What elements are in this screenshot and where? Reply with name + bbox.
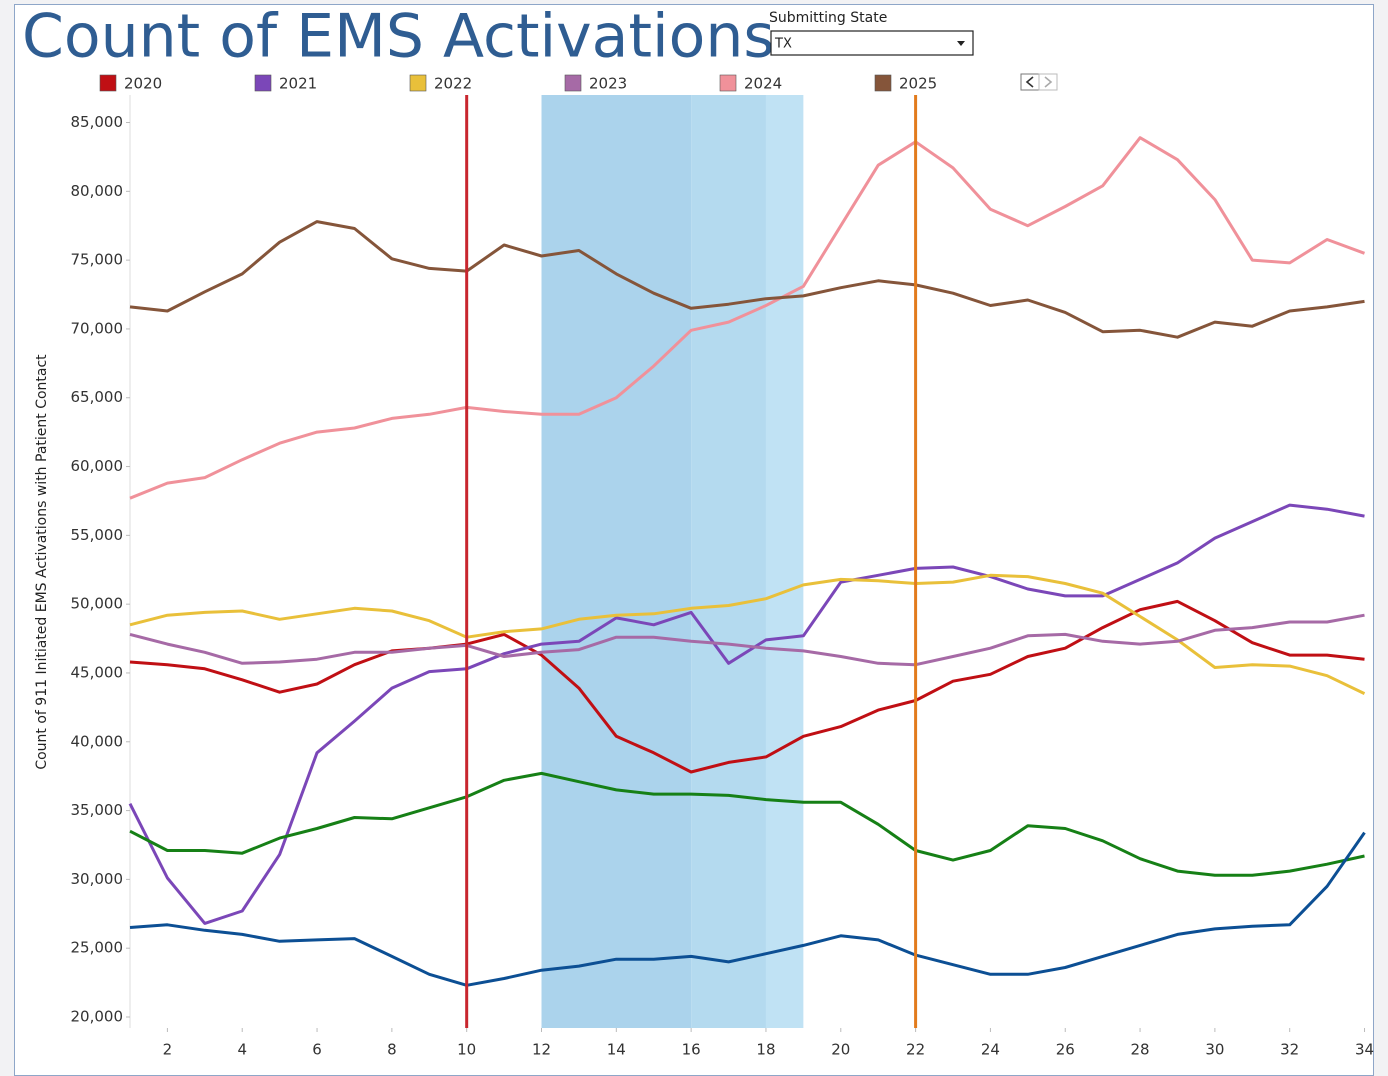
filter-label: Submitting State [769, 10, 887, 26]
legend-label: 2020 [124, 75, 162, 93]
legend-swatch [99, 74, 117, 92]
legend-swatch [719, 74, 737, 92]
x-tick-label: 34 [1355, 1041, 1374, 1059]
x-tick-label: 26 [1056, 1041, 1075, 1059]
highlight-band [541, 95, 692, 1028]
x-tick-label: 12 [532, 1041, 551, 1059]
x-tick-label: 32 [1280, 1041, 1299, 1059]
y-tick-label: 50,000 [71, 595, 124, 613]
x-tick-label: 16 [682, 1041, 701, 1059]
filter-value: TX [774, 37, 792, 52]
y-tick-label: 20,000 [71, 1007, 124, 1025]
legend-swatch [409, 74, 427, 92]
legend-swatch [874, 74, 892, 92]
legend-label: 2025 [899, 75, 937, 93]
series-line [129, 599, 1365, 774]
legend-next-icon [1044, 76, 1053, 88]
x-tick-label: 6 [312, 1041, 322, 1059]
legend-swatch [254, 74, 272, 92]
x-tick-label: 30 [1205, 1041, 1224, 1059]
legend-label: 2021 [279, 75, 317, 93]
y-tick-label: 65,000 [71, 388, 124, 406]
x-tick-label: 2 [163, 1041, 173, 1059]
x-tick-label: 28 [1131, 1041, 1150, 1059]
series-line [129, 136, 1366, 500]
legend-label: 2024 [744, 75, 782, 93]
x-tick-label: 22 [906, 1041, 925, 1059]
y-tick-label: 35,000 [71, 801, 124, 819]
y-tick-label: 75,000 [71, 251, 124, 269]
y-tick-label: 85,000 [71, 113, 124, 131]
filter-dropdown[interactable] [770, 30, 974, 56]
y-tick-label: 70,000 [71, 319, 124, 337]
x-tick-label: 4 [237, 1041, 247, 1059]
highlight-band [765, 95, 804, 1028]
x-tick-label: 10 [457, 1041, 476, 1059]
legend-prev-icon [1025, 76, 1034, 88]
legend-swatch [564, 74, 582, 92]
highlight-band [691, 95, 766, 1028]
y-tick-label: 30,000 [71, 870, 124, 888]
series-line [128, 503, 1365, 925]
x-tick-label: 24 [981, 1041, 1000, 1059]
series-line [129, 573, 1366, 695]
series-line [129, 613, 1365, 667]
series-line [129, 771, 1365, 877]
x-tick-label: 20 [831, 1041, 850, 1059]
legend-prev[interactable] [1020, 73, 1040, 91]
x-tick-label: 14 [607, 1041, 626, 1059]
legend-next[interactable] [1038, 73, 1058, 91]
y-tick-label: 25,000 [71, 939, 124, 957]
y-tick-label: 80,000 [71, 182, 124, 200]
y-axis-label: Count of 911 Initiated EMS Activations w… [34, 354, 50, 770]
x-tick-label: 18 [756, 1041, 775, 1059]
y-tick-label: 45,000 [71, 663, 124, 681]
legend-label: 2023 [589, 75, 627, 93]
dropdown-arrow [957, 41, 965, 46]
chart-title: Count of EMS Activations [22, 2, 775, 72]
series-line [129, 220, 1365, 339]
y-tick-label: 40,000 [71, 732, 124, 750]
legend-label: 2022 [434, 75, 472, 93]
y-tick-label: 55,000 [71, 526, 124, 544]
x-tick-label: 8 [387, 1041, 397, 1059]
series-line [129, 831, 1366, 987]
y-tick-label: 60,000 [71, 457, 124, 475]
